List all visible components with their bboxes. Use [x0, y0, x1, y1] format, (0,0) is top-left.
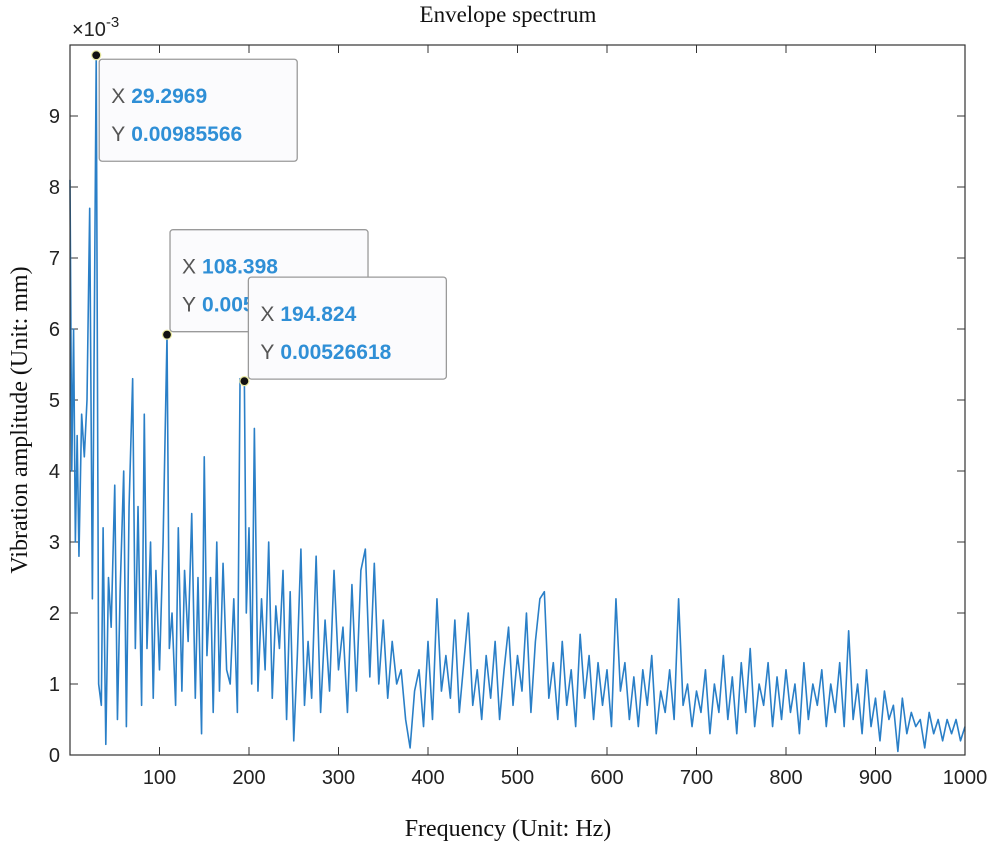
- x-tick-label: 400: [411, 767, 444, 789]
- x-axis-label: Frequency (Unit: Hz): [405, 816, 612, 842]
- y-tick-label: 1: [49, 674, 60, 696]
- x-tick-label: 300: [322, 767, 355, 789]
- data-tip-box: [247, 276, 448, 380]
- y-tick-label: 6: [49, 319, 60, 341]
- x-tick-label: 800: [769, 767, 802, 789]
- data-tip-y-value: 0.00526618: [280, 341, 391, 364]
- plot-frame: [69, 44, 966, 756]
- y-tick-label: 7: [49, 248, 60, 270]
- y-tick-label: 2: [49, 603, 60, 625]
- x-tick-label: 1000: [943, 767, 988, 789]
- data-tip-y: Y 0.00526618: [260, 341, 391, 364]
- x-tick-label: 500: [501, 767, 534, 789]
- data-tip: X 194.824 Y 0.00526618: [239, 276, 448, 387]
- y-tick-label: 8: [49, 177, 60, 199]
- plot-area: 0 1 2 3 4 5 6 7 8 9 100 200 300 400 500 600 700 800 900 100…: [49, 44, 988, 789]
- data-tip-x: X 108.398: [182, 256, 278, 279]
- x-tick-label: 900: [859, 767, 892, 789]
- data-tip-x-value: 194.824: [280, 303, 356, 326]
- data-tip-x: X 194.824: [260, 303, 356, 326]
- y-exponent: ×10-3: [72, 14, 119, 41]
- data-tip-marker: [239, 376, 250, 387]
- data-tip-y: Y 0.00985566: [111, 123, 242, 146]
- x-tick-label: 700: [680, 767, 713, 789]
- data-tip-y-value: 0.00985566: [131, 123, 242, 146]
- x-tick-label: 100: [143, 767, 176, 789]
- data-tip-y-key: Y: [260, 341, 274, 364]
- data-tip-x: X 29.2969: [111, 85, 207, 108]
- y-axis-label: Vibration amplitude (Unit: mm): [7, 266, 33, 573]
- y-tick-label: 5: [49, 390, 60, 412]
- y-exponent-power: -3: [106, 14, 119, 31]
- y-tick-label: 3: [49, 532, 60, 554]
- data-tip-marker: [161, 329, 173, 340]
- data-line: [69, 54, 966, 753]
- data-tip-box: [98, 58, 298, 162]
- data-tip: X 29.2969 Y 0.00985566: [91, 50, 298, 162]
- x-tick-label: 200: [232, 767, 265, 789]
- chart-title: Envelope spectrum: [420, 2, 597, 27]
- data-tip-x-key: X: [111, 85, 125, 108]
- y-exponent-base: ×10: [72, 19, 106, 41]
- y-tick-label: 0: [49, 745, 60, 767]
- data-tip-y-key: Y: [111, 123, 125, 146]
- data-tip-y-key: Y: [182, 294, 196, 317]
- y-tick-label: 4: [49, 461, 60, 483]
- data-tip-x-value: 29.2969: [131, 85, 207, 108]
- data-tip-x-key: X: [260, 303, 274, 326]
- data-tip-x-value: 108.398: [202, 256, 278, 279]
- x-tick-label: 600: [590, 767, 623, 789]
- y-tick-label: 9: [49, 106, 60, 128]
- data-tip-x-key: X: [182, 256, 196, 279]
- data-tip-marker: [91, 50, 102, 61]
